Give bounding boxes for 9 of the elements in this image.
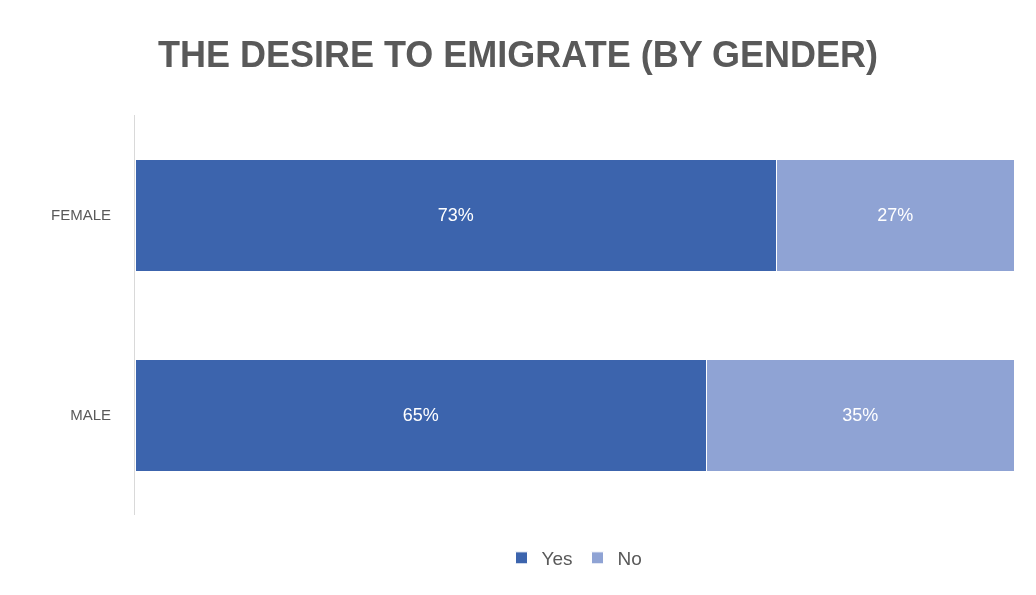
y-tick-label: MALE bbox=[70, 406, 111, 424]
legend-label: No bbox=[617, 548, 642, 570]
data-label: 65% bbox=[402, 405, 439, 425]
data-label: 27% bbox=[877, 205, 914, 225]
legend-label: Yes bbox=[541, 548, 573, 570]
data-label: 73% bbox=[437, 205, 474, 225]
y-tick-label: FEMALE bbox=[50, 206, 111, 224]
data-label: 35% bbox=[842, 405, 879, 425]
chart-title: THE DESIRE TO EMIGRATE (BY GENDER) bbox=[157, 33, 879, 75]
